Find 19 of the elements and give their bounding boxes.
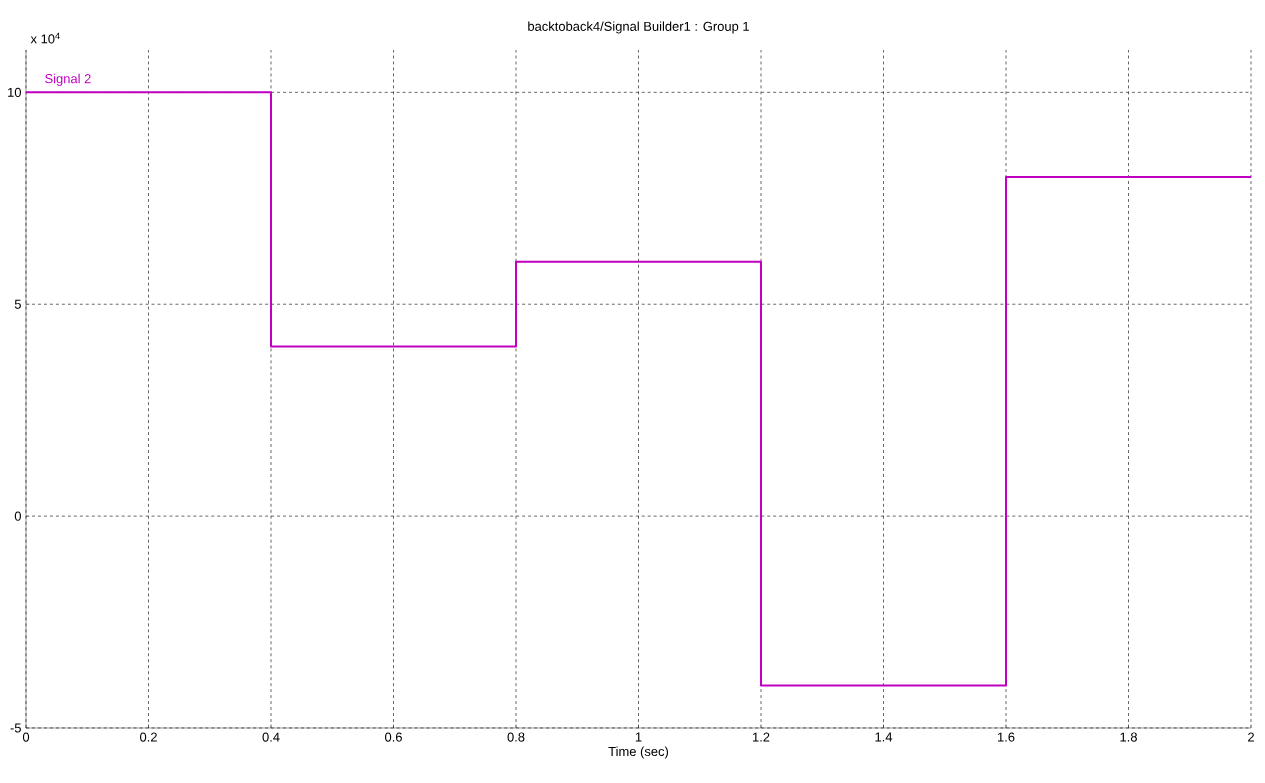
x-tick-label: 0.2 — [140, 732, 157, 742]
x-tick-label: 1.4 — [875, 732, 893, 742]
x-tick-label: 0 — [22, 732, 30, 742]
chart-title: backtoback4/Signal Builder1 : Group 1 — [528, 21, 749, 34]
x-tick-label: 1 — [635, 732, 642, 742]
y-tick-label: 10 — [8, 87, 21, 97]
y-tick-label: 0 — [14, 511, 21, 521]
x-tick-label: 1.8 — [1120, 732, 1137, 742]
x-tick-label: 1.2 — [752, 732, 770, 742]
series-label: Signal 2 — [45, 73, 91, 86]
x-tick-label: 1.6 — [997, 732, 1015, 742]
x-tick-label: 0.8 — [507, 732, 525, 742]
text: x 10$^{4}$ — [30, 32, 60, 44]
y-tick-label: -5 — [10, 723, 21, 733]
x-tick-label: 0.6 — [385, 732, 402, 742]
x-axis-title: Time (sec) — [608, 746, 669, 759]
x-tick-label: 2 — [1248, 732, 1254, 742]
y-tick-label: 5 — [14, 299, 21, 309]
x-tick-label: 0.4 — [262, 732, 280, 742]
